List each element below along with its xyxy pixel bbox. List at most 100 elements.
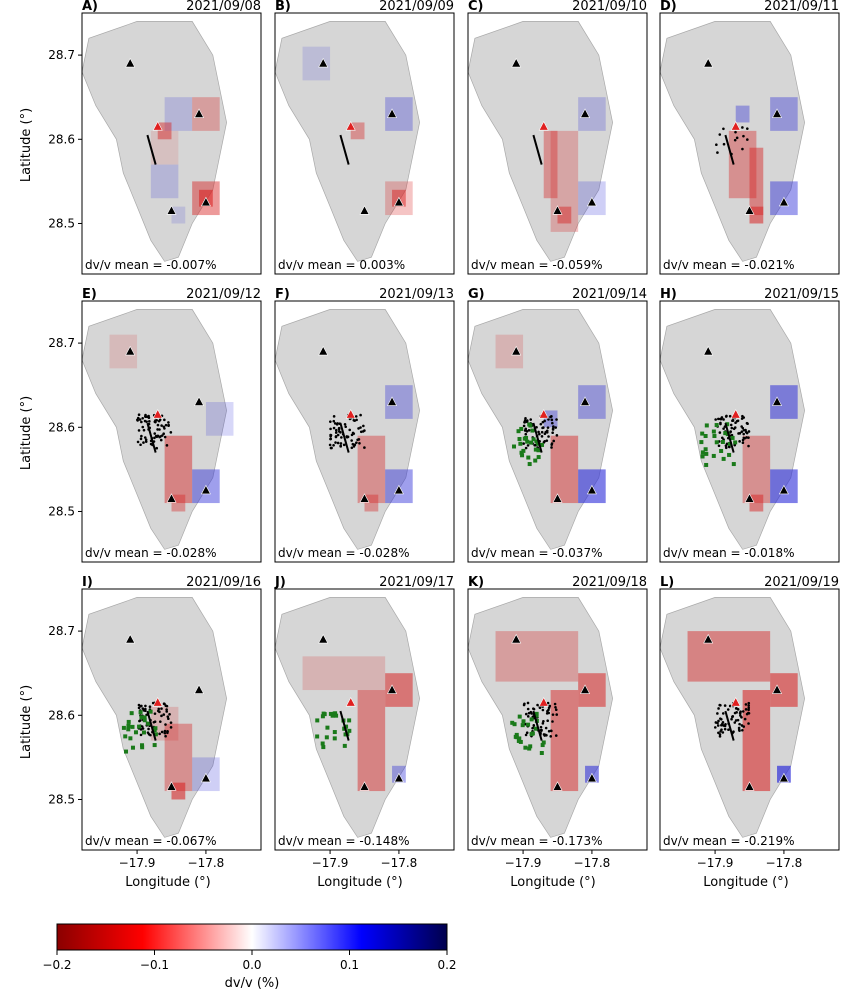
earthquake-dot	[551, 713, 555, 716]
dvv-grid	[357, 385, 413, 512]
earthquake-dot	[721, 712, 725, 715]
tremor-marker	[536, 448, 541, 453]
earthquake-dot	[555, 434, 559, 437]
earthquake-dot	[344, 425, 347, 429]
panel-label: L)	[660, 575, 674, 590]
earthquake-dot	[726, 708, 730, 711]
earthquake-dot	[718, 703, 722, 707]
dvv-mean-annotation: dv/v mean = -0.059%	[471, 258, 602, 272]
earthquake-dot	[541, 722, 545, 725]
earthquake-dot	[143, 436, 147, 439]
earthquake-dot	[524, 446, 528, 450]
earthquake-dot	[358, 441, 361, 445]
earthquake-dot	[724, 446, 728, 450]
plot-frame	[274, 12, 455, 275]
earthquake-dot	[343, 423, 347, 426]
earthquake-dot	[140, 420, 143, 424]
dvv-mean-annotation: dv/v mean = -0.021%	[663, 258, 794, 272]
seismic-station-marker	[772, 684, 783, 694]
eruptive-fissure	[724, 710, 735, 741]
earthquake-dot	[728, 414, 732, 418]
x-tick-label: −17.8	[381, 856, 418, 870]
earthquake-dot	[552, 425, 555, 428]
seismic-station-marker	[511, 345, 522, 356]
tremor-marker	[704, 462, 709, 467]
earthquake-dot	[540, 728, 543, 732]
tremor-marker	[344, 724, 349, 729]
earthquake-dot	[522, 703, 526, 707]
tremor-marker	[142, 715, 147, 720]
tremor-marker	[139, 715, 144, 720]
panel-date: 2021/09/16	[186, 575, 261, 590]
eruptive-fissure	[724, 422, 735, 453]
earthquake-dot	[722, 142, 726, 146]
x-tick-label: −17.9	[119, 856, 156, 870]
earthquake-dot	[161, 434, 164, 437]
tremor-marker	[123, 734, 128, 739]
seismic-station-marker	[744, 781, 755, 791]
tremor-marker	[727, 452, 732, 457]
dvv-cell	[749, 206, 764, 224]
earthquake-dot	[160, 424, 163, 427]
earthquake-dot	[156, 428, 159, 431]
panel-date: 2021/09/18	[572, 575, 647, 590]
tremor-marker	[534, 439, 539, 444]
tremor-marker	[140, 743, 145, 748]
earthquake-dot	[554, 708, 558, 712]
earthquake-dot	[738, 729, 741, 732]
dvv-cell	[543, 410, 558, 428]
x-tick-label: −17.8	[766, 856, 803, 870]
earthquake-dot	[719, 422, 722, 426]
earthquake-dot	[550, 443, 553, 446]
earthquake-dot	[144, 438, 148, 442]
y-tick-label: 28.7	[48, 48, 75, 62]
earthquake-dot	[339, 431, 342, 434]
earthquake-dot	[733, 711, 737, 715]
eruptive-fissure	[146, 134, 157, 165]
earthquake-dot	[741, 426, 745, 430]
tremor-marker	[523, 745, 528, 750]
colorbar-ticks: −0.2 −0.1 0.0 0.1 0.2	[42, 950, 457, 972]
earthquake-dot	[163, 418, 166, 422]
tremor-marker	[521, 719, 526, 724]
tremor-marker	[529, 440, 534, 445]
earthquake-dot	[746, 138, 749, 141]
earthquake-dot	[143, 419, 147, 423]
earthquake-dot	[136, 440, 140, 444]
eruptive-fissure	[339, 134, 350, 165]
seismic-station-marker	[778, 772, 789, 783]
earthquake-dot	[723, 727, 727, 731]
earthquake-dot	[550, 446, 553, 449]
eruptive-fissure	[146, 422, 157, 453]
earthquake-dot	[745, 421, 749, 425]
earthquake-dot	[524, 733, 528, 737]
eruptive-fissure	[532, 422, 543, 453]
tremor-marker	[324, 735, 329, 740]
tremor-marker	[128, 736, 133, 741]
panel-date: 2021/09/19	[764, 575, 839, 590]
earthquake-dot	[522, 424, 526, 428]
seismic-station-marker	[125, 633, 136, 644]
earthquake-dot	[527, 429, 531, 432]
tremor-marker	[325, 725, 330, 730]
earthquake-dot	[329, 437, 332, 441]
earthquake-dot	[541, 708, 545, 712]
tremor-marker	[527, 746, 532, 751]
earthquake-dot	[332, 426, 336, 430]
earthquake-dot	[723, 704, 727, 707]
earthquake-dot	[337, 426, 341, 430]
tremor-marker	[703, 434, 708, 439]
seismic-station-marker	[538, 409, 549, 419]
earthquake-dot	[747, 704, 750, 707]
earthquake-dot	[356, 438, 359, 442]
earthquake-dot	[738, 440, 741, 443]
earthquake-dot	[163, 435, 167, 439]
earthquake-dot	[539, 725, 543, 729]
earthquake-dot	[144, 707, 147, 711]
seismic-station-marker	[772, 396, 783, 406]
island-shaded-relief	[274, 21, 420, 262]
earthquake-dot	[147, 727, 150, 731]
earthquake-dot	[741, 126, 744, 129]
earthquake-dot	[724, 444, 728, 447]
